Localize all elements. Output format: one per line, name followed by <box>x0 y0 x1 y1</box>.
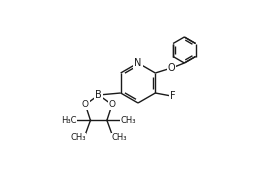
Text: CH₃: CH₃ <box>112 134 127 142</box>
Text: O: O <box>108 100 115 109</box>
Text: B: B <box>95 90 102 100</box>
Text: CH₃: CH₃ <box>70 134 86 142</box>
Text: O: O <box>167 63 175 73</box>
Text: CH₃: CH₃ <box>121 116 136 125</box>
Text: H₃C: H₃C <box>61 116 76 125</box>
Text: F: F <box>170 91 175 101</box>
Text: N: N <box>134 58 142 68</box>
Text: O: O <box>82 100 89 109</box>
